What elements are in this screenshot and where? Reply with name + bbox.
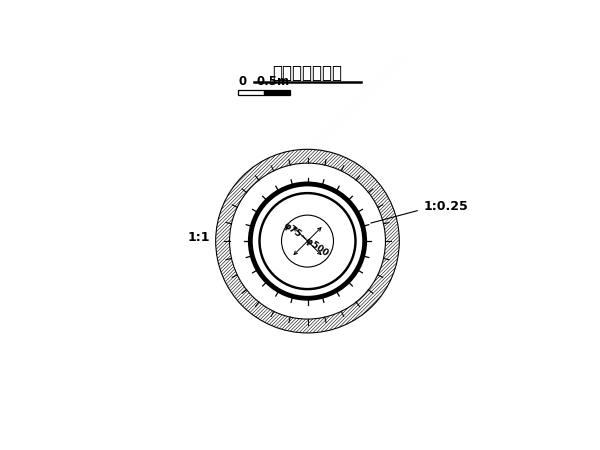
Circle shape — [215, 149, 400, 333]
Bar — [238, 90, 264, 94]
Text: φ75~φ500: φ75~φ500 — [281, 220, 330, 258]
Text: 0: 0 — [239, 75, 247, 88]
Circle shape — [261, 194, 354, 288]
Circle shape — [230, 163, 385, 319]
Text: 1:0.25: 1:0.25 — [424, 200, 469, 213]
Text: 0.5m: 0.5m — [256, 75, 289, 88]
Bar — [264, 90, 290, 94]
Text: 穴状整地平面图: 穴状整地平面图 — [272, 64, 343, 82]
Text: 1:1: 1:1 — [187, 231, 209, 244]
